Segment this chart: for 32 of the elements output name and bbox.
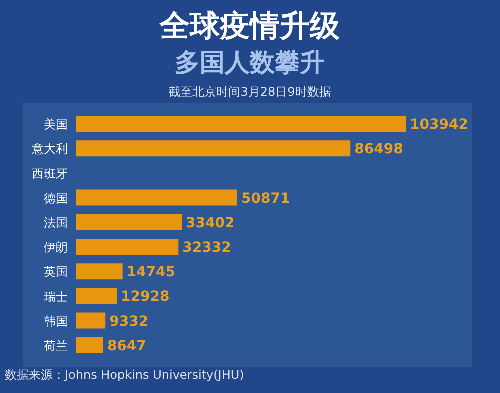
source-note: 数据来源：Johns Hopkins University(JHU)	[5, 367, 244, 384]
y-tick-label: 伊朗	[44, 240, 68, 255]
bar	[76, 190, 238, 206]
data-label: 12928	[121, 289, 170, 306]
chart-subtitle: 多国人数攀升	[174, 47, 326, 79]
y-tick-label: 英国	[44, 265, 68, 280]
bar	[76, 116, 406, 132]
data-label: 50871	[242, 190, 290, 207]
bar	[76, 288, 118, 304]
data-label: 14745	[126, 264, 176, 281]
data-label: 33402	[186, 215, 235, 232]
bar	[76, 239, 179, 255]
chart-title: 全球疫情升级	[158, 8, 341, 46]
bar	[76, 264, 123, 280]
data-label: 103942	[410, 116, 468, 133]
data-label: 32332	[182, 240, 232, 256]
y-tick-label: 西班牙	[32, 166, 68, 181]
text: 截至北京时间3月28日9时数据	[168, 84, 332, 101]
bar	[76, 312, 106, 329]
y-tick-label: 荷兰	[44, 338, 68, 353]
y-tick-label: 美国	[44, 118, 68, 132]
y-tick-label: 韩国	[44, 314, 68, 328]
data-label: 86498	[354, 142, 404, 158]
bar	[76, 337, 104, 354]
data-label: 8647	[107, 338, 146, 354]
bar	[76, 140, 351, 157]
y-tick-label: 德国	[44, 191, 68, 206]
bar	[76, 214, 182, 230]
y-tick-label: 意大利	[31, 142, 68, 156]
data-label: 9332	[110, 314, 149, 330]
y-tick-label: 法国	[44, 216, 68, 230]
y-tick-label: 瑞士	[44, 290, 68, 304]
